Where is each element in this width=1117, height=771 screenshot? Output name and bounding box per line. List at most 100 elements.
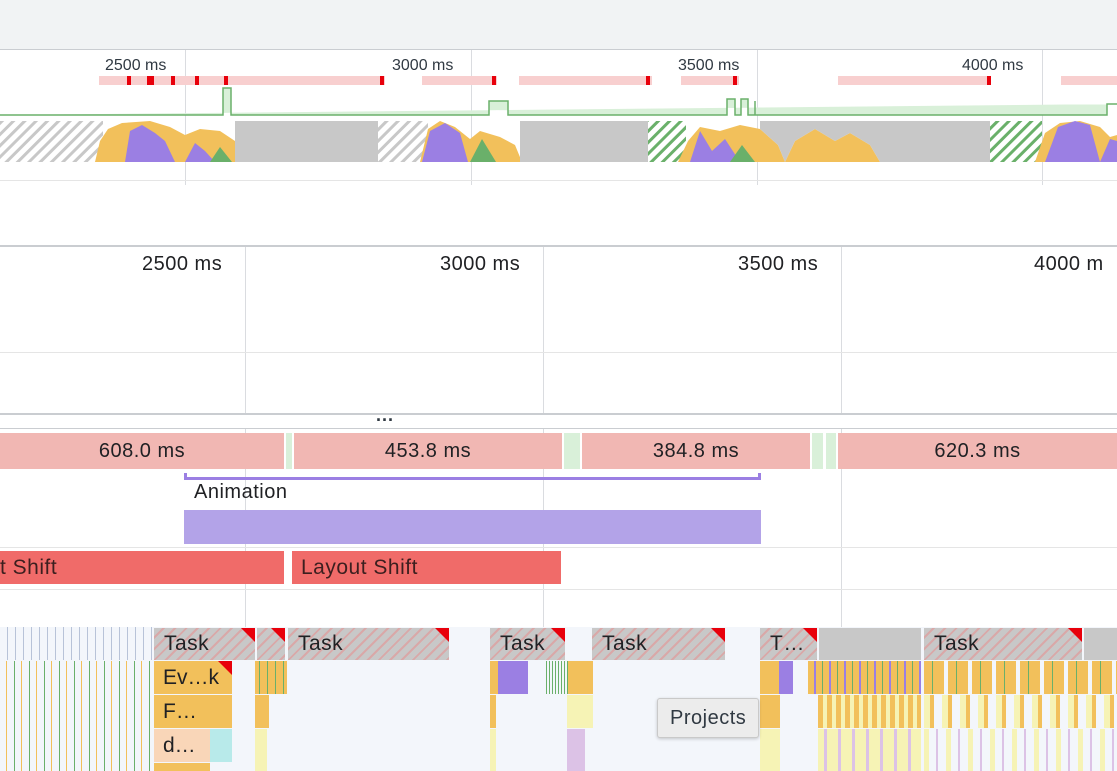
overview-gridline	[471, 50, 472, 185]
event-bar[interactable]	[779, 661, 793, 694]
ruler-divider	[0, 352, 1117, 353]
event-bar[interactable]	[760, 695, 780, 728]
event-bar[interactable]	[818, 729, 921, 771]
frame-good[interactable]	[826, 433, 836, 469]
fps-dropped-marker	[380, 76, 384, 85]
fps-bar	[422, 76, 497, 85]
task-bar[interactable]: Task	[288, 628, 449, 660]
frame-bar[interactable]: 620.3 ms	[838, 433, 1117, 469]
ruler-gridline	[841, 247, 842, 771]
event-bar[interactable]	[490, 729, 496, 771]
fps-dropped-marker	[147, 76, 154, 85]
task-bar[interactable]: Task	[924, 628, 1082, 660]
track-divider	[0, 547, 1117, 548]
event-bar[interactable]: d…	[154, 729, 210, 762]
task-label: Task	[602, 632, 648, 655]
frame-good[interactable]	[812, 433, 823, 469]
ruler-time-label: 2500 ms	[142, 253, 223, 275]
event-label: F…	[163, 700, 197, 723]
overview-gridline	[757, 50, 758, 185]
ruler-gridline	[245, 247, 246, 771]
frame-good[interactable]	[286, 433, 292, 469]
overview-gridline	[1042, 50, 1043, 185]
task-bar[interactable]	[819, 628, 921, 660]
event-bar[interactable]	[818, 695, 921, 728]
long-task-marker	[218, 661, 232, 675]
cpu-activity-chart	[0, 121, 1117, 162]
long-task-marker	[1068, 628, 1082, 642]
overview-time-label: 3500 ms	[676, 57, 742, 75]
long-task-marker	[803, 628, 817, 642]
toolbar	[0, 0, 1117, 50]
task-bar[interactable]: T…	[760, 628, 817, 660]
task-bar[interactable]: Task	[592, 628, 725, 660]
task-bar[interactable]	[1084, 628, 1117, 660]
event-bar[interactable]	[255, 729, 267, 771]
fps-dropped-marker	[733, 76, 737, 85]
layout-shift-bar[interactable]: Layout Shift	[292, 551, 561, 584]
frame-bar[interactable]: 453.8 ms	[294, 433, 562, 469]
fps-dropped-marker	[195, 76, 199, 85]
event-bar[interactable]	[924, 661, 1117, 694]
event-bar[interactable]	[490, 661, 498, 694]
task-label: Task	[500, 632, 546, 655]
animation-bracket	[184, 473, 761, 480]
ruler-time-label: 3000 ms	[440, 253, 521, 275]
frame-bar[interactable]: 608.0 ms	[0, 433, 284, 469]
event-bar[interactable]	[760, 729, 780, 771]
fps-dropped-marker	[171, 76, 175, 85]
task-label: Task	[298, 632, 344, 655]
ruler-time-label: 4000 m	[1034, 253, 1104, 275]
overview-time-label: 2500 ms	[103, 57, 169, 75]
event-bar[interactable]: F…	[154, 695, 232, 728]
task-label: Task	[164, 632, 210, 655]
event-bar[interactable]	[760, 661, 779, 694]
event-bar[interactable]	[808, 661, 921, 694]
overview-divider	[0, 180, 1117, 181]
layout-shift-bar[interactable]: t Shift	[0, 551, 284, 584]
event-bar[interactable]	[255, 661, 287, 694]
fps-bar	[681, 76, 739, 85]
event-bar[interactable]	[567, 729, 585, 771]
long-task-marker	[271, 628, 285, 642]
task-bar[interactable]: Task	[154, 628, 255, 660]
event-bar[interactable]	[568, 661, 593, 694]
event-bar[interactable]	[210, 729, 232, 762]
event-bar[interactable]	[490, 695, 496, 728]
split-handle-dots[interactable]: ...	[376, 405, 395, 425]
event-label: d…	[163, 734, 196, 757]
animation-label: Animation	[194, 481, 288, 503]
long-task-marker	[435, 628, 449, 642]
event-bar[interactable]	[567, 695, 593, 728]
fps-dropped-marker	[646, 76, 650, 85]
long-task-marker	[551, 628, 565, 642]
event-label: Ev…k	[163, 666, 220, 689]
animation-bar[interactable]	[184, 510, 761, 544]
ruler-time-label: 3500 ms	[738, 253, 819, 275]
event-bar[interactable]	[154, 763, 210, 771]
event-bar[interactable]	[924, 729, 1117, 771]
fps-dropped-marker	[492, 76, 496, 85]
task-bar[interactable]: Task	[490, 628, 565, 660]
task-label: T…	[770, 632, 805, 655]
frame-bar[interactable]: 384.8 ms	[582, 433, 810, 469]
frame-good[interactable]	[564, 433, 580, 469]
event-bar[interactable]	[498, 661, 528, 694]
small-task-ticks	[0, 627, 154, 660]
long-task-marker	[711, 628, 725, 642]
task-label: Task	[934, 632, 980, 655]
overview-time-label: 4000 ms	[960, 57, 1026, 75]
task-bar[interactable]	[257, 628, 285, 660]
fps-bar	[99, 76, 385, 85]
fps-bar	[1061, 76, 1117, 85]
network-step-line	[0, 87, 1117, 116]
split-handle[interactable]	[0, 413, 1117, 429]
event-bar[interactable]	[255, 695, 269, 728]
fps-dropped-marker	[127, 76, 131, 85]
fps-dropped-marker	[224, 76, 228, 85]
overview-gridline	[185, 50, 186, 185]
tooltip: Projects	[657, 698, 760, 738]
event-bar[interactable]	[546, 661, 568, 694]
event-bar[interactable]	[924, 695, 1117, 728]
fps-dropped-marker	[987, 76, 991, 85]
